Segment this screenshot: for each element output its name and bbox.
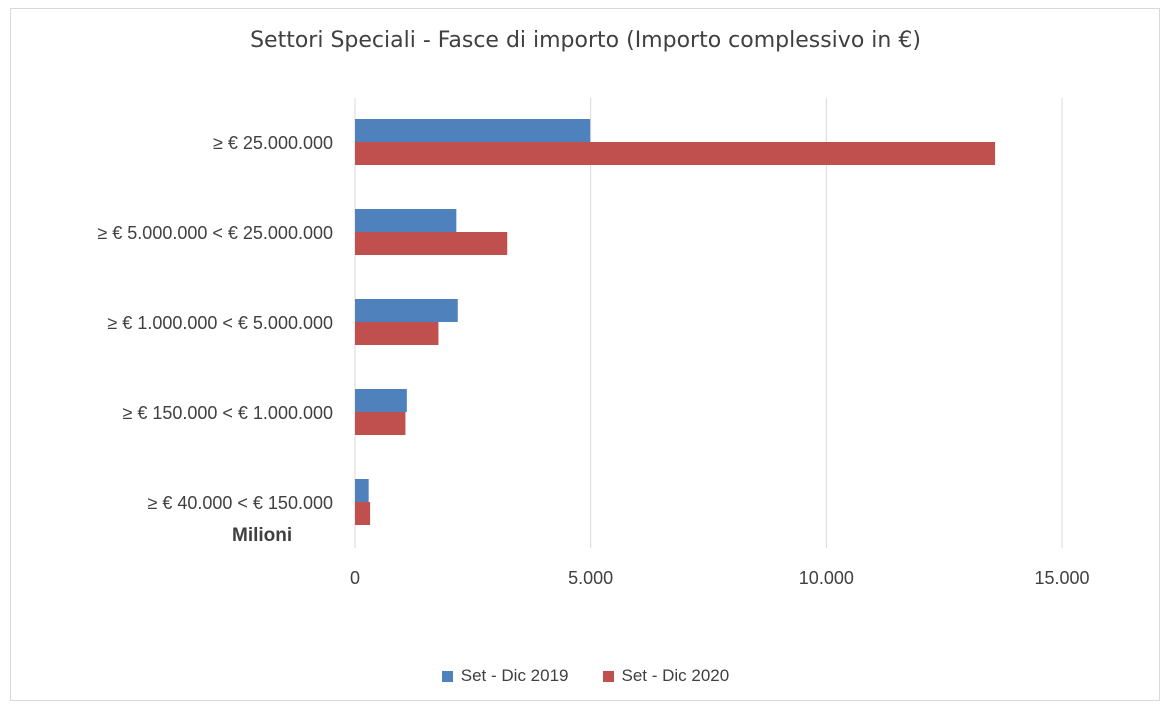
- bar-2020: [355, 412, 406, 435]
- legend-swatch-2020: [602, 670, 614, 682]
- x-tick-label: 15.000: [1034, 568, 1089, 588]
- bar-2019: [355, 209, 457, 232]
- category-label: ≥ € 1.000.000 < € 5.000.000: [107, 313, 333, 333]
- bar-2019: [355, 299, 458, 322]
- category-label: ≥ € 5.000.000 < € 25.000.000: [97, 223, 333, 243]
- bar-2019: [355, 389, 407, 412]
- legend-label-2019: Set - Dic 2019: [460, 666, 569, 685]
- bar-2019: [355, 479, 369, 502]
- bar-2020: [355, 142, 996, 165]
- x-tick-label: 0: [350, 568, 360, 588]
- legend-swatch-2019: [441, 670, 453, 682]
- legend-label-2020: Set - Dic 2020: [621, 666, 730, 685]
- bar-2020: [355, 502, 371, 525]
- bar-2020: [355, 322, 439, 345]
- chart-title: Settori Speciali - Fasce di importo (Imp…: [250, 28, 921, 53]
- bar-2019: [355, 119, 591, 142]
- legend: Set - Dic 2019 Set - Dic 2020: [0, 666, 1171, 686]
- legend-item-2019: Set - Dic 2019: [441, 666, 569, 686]
- bar-2020: [355, 232, 508, 255]
- x-tick-label: 10.000: [799, 568, 854, 588]
- category-label: ≥ € 40.000 < € 150.000: [147, 493, 333, 513]
- category-label: ≥ € 25.000.000: [213, 133, 333, 153]
- legend-item-2020: Set - Dic 2020: [602, 666, 730, 686]
- unit-label: Milioni: [232, 525, 293, 546]
- x-tick-label: 5.000: [568, 568, 613, 588]
- category-label: ≥ € 150.000 < € 1.000.000: [122, 403, 333, 423]
